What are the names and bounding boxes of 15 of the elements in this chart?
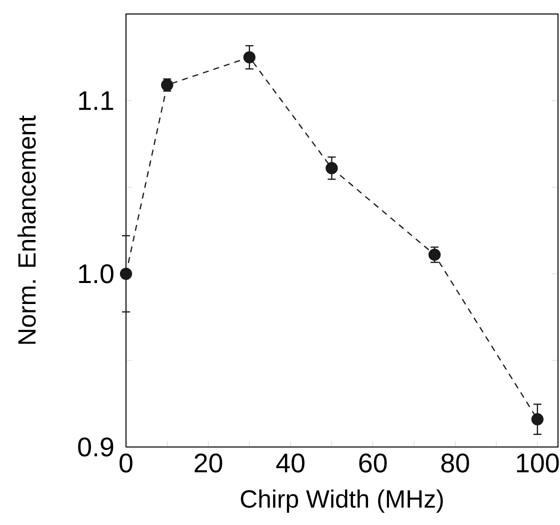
x-tick-label: 0: [120, 454, 132, 473]
point: [326, 162, 338, 174]
y-axis-title: Norm. Enhancement: [17, 115, 36, 344]
x-tick-label: 60: [359, 454, 387, 473]
point: [531, 413, 544, 426]
y-tick-label: 1.0: [79, 264, 114, 284]
x-tick-label: 100: [517, 454, 559, 473]
x-tick-label: 20: [194, 454, 222, 473]
y-tick-label: 1.1: [79, 91, 114, 110]
x-tick-label: 80: [441, 454, 470, 473]
y-tick-label: 0.9: [78, 437, 114, 457]
point: [120, 268, 132, 280]
point: [243, 51, 256, 64]
x-axis-title: Chirp Width (MHz): [240, 490, 443, 513]
x-tick-label: 40: [276, 454, 304, 473]
